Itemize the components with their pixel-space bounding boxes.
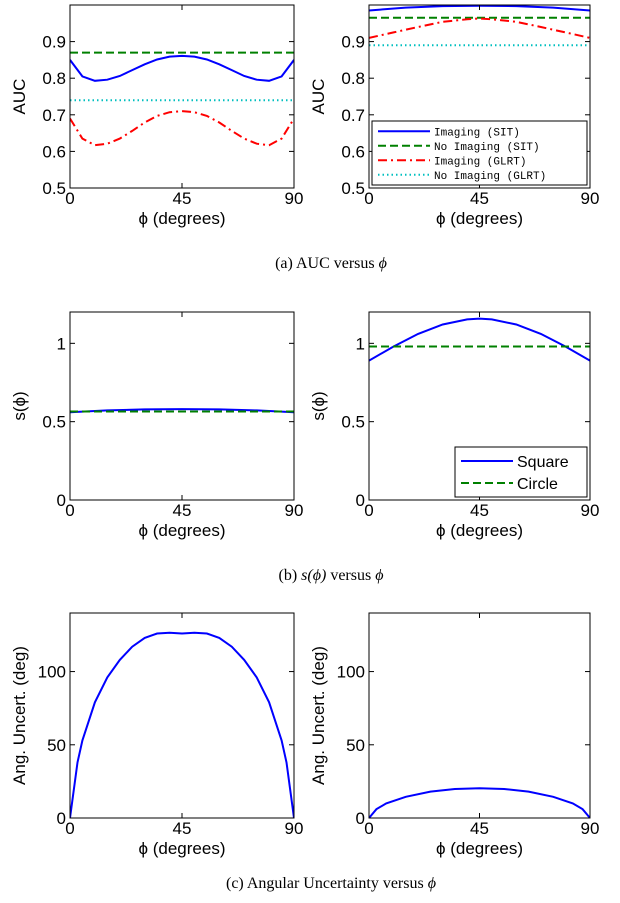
x-tick-label: 0: [65, 189, 74, 208]
y-tick-label: 0.7: [341, 106, 365, 125]
y-tick-label: 100: [337, 663, 365, 682]
x-axis-label: ϕ (degrees): [138, 209, 225, 228]
y-tick-label: 100: [38, 663, 66, 682]
series-line-1: [369, 317, 590, 362]
plot-frame: [69, 612, 295, 819]
y-tick-label: 0: [57, 809, 66, 828]
x-tick-label: 0: [364, 819, 373, 838]
y-axis-label: s(ϕ): [10, 391, 29, 420]
y-tick-label: 0.8: [341, 69, 365, 88]
y-tick-label: 0: [356, 809, 365, 828]
x-axis-label: ϕ (degrees): [436, 209, 523, 228]
x-tick-label: 45: [173, 819, 192, 838]
chart-5: 0 45 90 0 50 100 ϕ (degrees) Ang. Uncert. (deg): [10, 612, 304, 858]
x-tick-label: 0: [65, 819, 74, 838]
legend: Imaging (SIT) No Imaging (SIT) Imaging (GL…: [371, 120, 588, 186]
series-line-1: [70, 54, 294, 82]
x-tick-label: 0: [364, 501, 373, 520]
x-tick-label: 45: [173, 189, 192, 208]
series-line-1: [369, 787, 590, 818]
y-tick-label: 0.9: [42, 33, 66, 52]
series-line-3: [369, 17, 590, 39]
legend: Square Circle: [454, 446, 588, 498]
x-axis-label: ϕ (degrees): [436, 839, 523, 858]
y-tick-label: 0.5: [42, 413, 66, 432]
legend-entry-label: Circle: [517, 476, 558, 493]
plot-frame: [69, 4, 295, 189]
series-line-3: [70, 110, 294, 147]
y-axis-label: Ang. Uncert. (deg): [10, 646, 29, 785]
series-line-1: [70, 408, 294, 414]
y-tick-label: 50: [346, 736, 365, 755]
x-tick-label: 90: [285, 189, 304, 208]
x-tick-label: 90: [581, 189, 600, 208]
y-tick-label: 1: [356, 334, 365, 353]
y-tick-label: 0.9: [341, 33, 365, 52]
y-axis-label: Ang. Uncert. (deg): [309, 646, 328, 785]
y-axis-label: s(ϕ): [309, 391, 328, 420]
x-tick-label: 90: [285, 501, 304, 520]
chart-4: 0 45 90 0 0.5 1 ϕ (degrees) s(ϕ) Square Circle: [309, 311, 600, 540]
y-axis-label: AUC: [309, 79, 328, 115]
y-tick-label: 50: [47, 736, 66, 755]
y-axis-label: AUC: [10, 79, 29, 115]
legend-entry-label: Square: [517, 454, 569, 471]
x-tick-label: 0: [364, 189, 373, 208]
plot-frame: [69, 311, 295, 501]
legend-entry-label: Imaging (SIT): [434, 127, 520, 139]
y-tick-label: 0.6: [341, 142, 365, 161]
y-tick-label: 0.6: [42, 142, 66, 161]
x-tick-label: 45: [173, 501, 192, 520]
y-tick-label: 0.8: [42, 69, 66, 88]
legend-box: [454, 446, 588, 498]
x-tick-label: 90: [581, 819, 600, 838]
legend-entry-label: No Imaging (GLRT): [434, 171, 546, 183]
y-tick-label: 0: [356, 491, 365, 510]
chart-1: 0 45 90 0.5 0.6 0.7 0.8 0.9 ϕ (degrees) AUC: [10, 4, 304, 228]
legend-entry-label: Imaging (GLRT): [434, 156, 526, 168]
chart-3: 0 45 90 0 0.5 1 ϕ (degrees) s(ϕ): [10, 311, 304, 540]
x-tick-label: 0: [65, 501, 74, 520]
x-axis-label: ϕ (degrees): [138, 839, 225, 858]
caption-a: (a) AUC versus ϕ: [275, 255, 387, 272]
x-tick-label: 45: [470, 501, 489, 520]
legend-entry-label: No Imaging (SIT): [434, 142, 540, 154]
y-tick-label: 0.7: [42, 106, 66, 125]
x-tick-label: 90: [285, 819, 304, 838]
y-tick-label: 0.5: [42, 179, 66, 198]
x-tick-label: 90: [581, 501, 600, 520]
x-tick-label: 45: [470, 189, 489, 208]
x-axis-label: ϕ (degrees): [138, 521, 225, 540]
y-tick-label: 0.5: [341, 179, 365, 198]
y-tick-label: 1: [57, 334, 66, 353]
y-tick-label: 0.5: [341, 413, 365, 432]
series-line-1: [70, 631, 294, 818]
plot-frame: [368, 612, 591, 819]
y-tick-label: 0: [57, 491, 66, 510]
caption-b: (b) s(ϕ) versus ϕ: [279, 567, 384, 584]
chart-6: 0 45 90 0 50 100 ϕ (degrees) Ang. Uncert. (deg): [309, 612, 600, 858]
x-tick-label: 45: [470, 819, 489, 838]
x-axis-label: ϕ (degrees): [436, 521, 523, 540]
chart-2: 0 45 90 0.5 0.6 0.7 0.8 0.9 ϕ (degrees) AUC Imagin…: [309, 4, 600, 228]
caption-c: (c) Angular Uncertainty versus ϕ: [226, 875, 436, 892]
